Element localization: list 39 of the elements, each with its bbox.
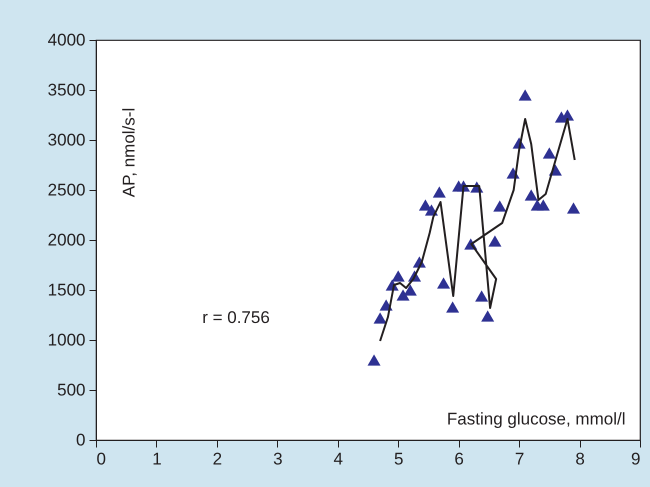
point [368, 354, 381, 366]
x-tick-label: 8 [575, 450, 585, 468]
point [566, 202, 580, 214]
point [392, 270, 405, 282]
y-axis-title: AP, nmol/s-l [120, 108, 138, 198]
y-tick-label: 1000 [48, 330, 86, 350]
x-tick-label: 3 [273, 450, 283, 468]
x-tick-label: 9 [631, 450, 640, 468]
point [481, 310, 494, 322]
y-tick-label: 3000 [48, 130, 86, 150]
point [536, 199, 550, 211]
x-tick-label: 7 [514, 450, 524, 468]
point [542, 147, 556, 159]
point [404, 284, 417, 296]
x-axis-title: Fasting glucose, mmol/l [446, 410, 626, 428]
point [396, 289, 410, 301]
x-tick-label: 6 [454, 450, 464, 468]
point [518, 89, 532, 101]
x-tick-label: 5 [394, 450, 404, 468]
annotation: r = 0.756 [202, 308, 270, 327]
point [374, 312, 387, 324]
x-tick-label: 1 [152, 450, 162, 468]
point [432, 186, 446, 198]
y-tick-label: 1500 [48, 280, 86, 300]
y-tick-label: 2000 [48, 230, 86, 250]
x-tick-label: 4 [334, 450, 344, 468]
x-tick-label: 2 [212, 450, 222, 468]
point [446, 301, 460, 313]
point [524, 189, 538, 201]
point [475, 290, 488, 302]
x-tick-label: 0 [96, 450, 106, 468]
y-tick-label: 2500 [48, 180, 86, 200]
point [488, 235, 502, 247]
point [493, 200, 506, 212]
point [437, 277, 450, 289]
y-tick-label: 0 [76, 430, 86, 450]
y-tick-label: 3500 [48, 80, 86, 100]
y-tick-label: 4000 [48, 30, 86, 50]
y-tick-label: 500 [57, 380, 86, 400]
